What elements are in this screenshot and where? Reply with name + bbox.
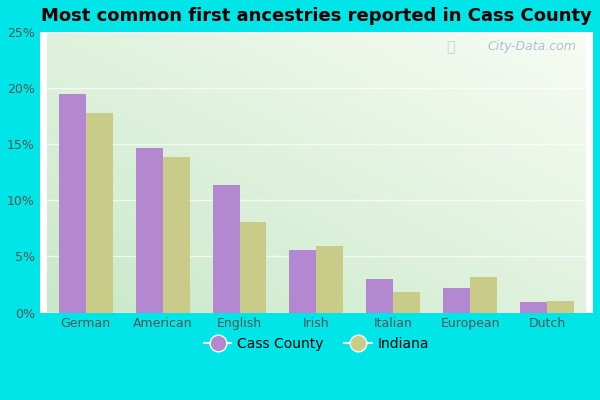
Bar — [316, 246, 343, 312]
Text: City-Data.com: City-Data.com — [488, 40, 577, 54]
Bar — [443, 288, 470, 312]
Bar — [470, 277, 497, 312]
Legend: Cass County, Indiana: Cass County, Indiana — [198, 331, 434, 356]
Bar — [547, 301, 574, 312]
Text: ⓐ: ⓐ — [446, 40, 455, 54]
Bar — [239, 222, 266, 312]
Bar — [289, 250, 316, 312]
Bar — [393, 292, 420, 312]
Bar — [212, 185, 239, 312]
Bar — [520, 302, 547, 312]
Bar — [367, 279, 393, 312]
Bar — [163, 156, 190, 312]
Bar — [86, 113, 113, 312]
Bar — [59, 94, 86, 312]
Title: Most common first ancestries reported in Cass County: Most common first ancestries reported in… — [41, 7, 592, 25]
Bar — [136, 148, 163, 312]
